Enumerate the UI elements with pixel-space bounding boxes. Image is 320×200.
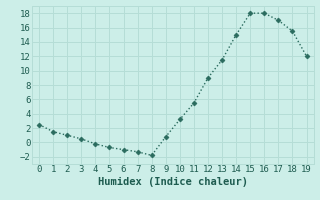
X-axis label: Humidex (Indice chaleur): Humidex (Indice chaleur) xyxy=(98,177,248,187)
